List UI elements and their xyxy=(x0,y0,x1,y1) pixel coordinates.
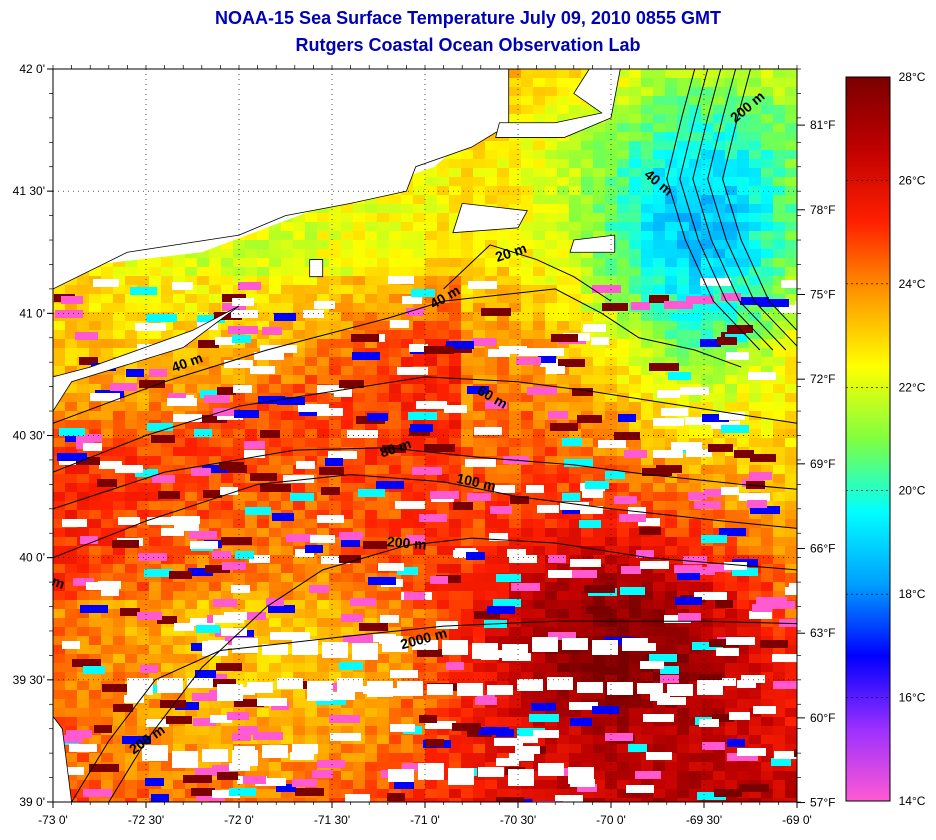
fahrenheit-label: 78°F xyxy=(810,203,835,217)
fahrenheit-label: 81°F xyxy=(810,118,835,132)
lon-tick-label: -72 30' xyxy=(128,813,164,827)
fahrenheit-label: 69°F xyxy=(810,457,835,471)
land-mask xyxy=(53,69,621,802)
block-island xyxy=(309,259,324,278)
fahrenheit-label: 66°F xyxy=(810,542,835,556)
new-england-coast xyxy=(53,69,510,290)
lon-tick-label: -69 30' xyxy=(686,813,722,827)
nj-shelf-edge xyxy=(53,715,73,802)
map-title: NOAA-15 Sea Surface Temperature July 09,… xyxy=(215,8,721,28)
graticule xyxy=(53,69,797,802)
lat-tick-label: 40 0' xyxy=(19,551,45,565)
colorbar-scale xyxy=(845,76,891,802)
lat-tick-label: 41 30' xyxy=(13,184,45,198)
lon-tick-label: -73 0' xyxy=(38,813,68,827)
celsius-label: 16°C xyxy=(899,691,926,705)
lon-tick-label: -71 0' xyxy=(410,813,440,827)
celsius-label: 14°C xyxy=(899,794,926,808)
lat-tick-label: 41 0' xyxy=(19,306,45,320)
fahrenheit-label: 60°F xyxy=(810,711,835,725)
contour-label: 200 m xyxy=(386,533,427,552)
lon-tick-label: -72 0' xyxy=(224,813,254,827)
fahrenheit-label: 63°F xyxy=(810,626,835,640)
celsius-label: 18°C xyxy=(899,587,926,601)
axis-ticks: 42 0' 41 30' 41 0' 40 30' 40 0' 39 30' 39 0' -7… xyxy=(13,62,812,827)
long-island xyxy=(53,305,240,412)
fahrenheit-label: 72°F xyxy=(810,372,835,386)
fahrenheit-label: 57°F xyxy=(810,796,835,810)
contour-label: m xyxy=(50,573,67,592)
cape-cod xyxy=(495,69,621,138)
celsius-label: 20°C xyxy=(899,484,926,498)
map-subtitle: Rutgers Coastal Ocean Observation Lab xyxy=(295,35,641,55)
fahrenheit-label: 75°F xyxy=(810,287,835,301)
marthas-vineyard xyxy=(452,202,528,234)
lat-tick-label: 40 30' xyxy=(13,429,45,443)
lon-tick-label: -71 30' xyxy=(314,813,350,827)
celsius-label: 22°C xyxy=(899,380,926,394)
lat-tick-label: 39 0' xyxy=(19,795,45,809)
celsius-label: 26°C xyxy=(899,173,926,187)
lon-tick-label: -70 30' xyxy=(500,813,536,827)
nantucket xyxy=(569,234,616,253)
lon-tick-label: -69 0' xyxy=(782,813,812,827)
lat-tick-label: 42 0' xyxy=(19,62,45,76)
celsius-label: 24°C xyxy=(899,277,926,291)
temperature-colorbar: 28°C 26°C 24°C 22°C 20°C 18°C 16°C 14°C 81°F 78°F… xyxy=(797,70,926,810)
celsius-label: 28°C xyxy=(899,70,926,84)
lon-tick-label: -70 0' xyxy=(596,813,626,827)
lat-tick-label: 39 30' xyxy=(13,673,45,687)
bathymetry-contours xyxy=(53,69,797,802)
